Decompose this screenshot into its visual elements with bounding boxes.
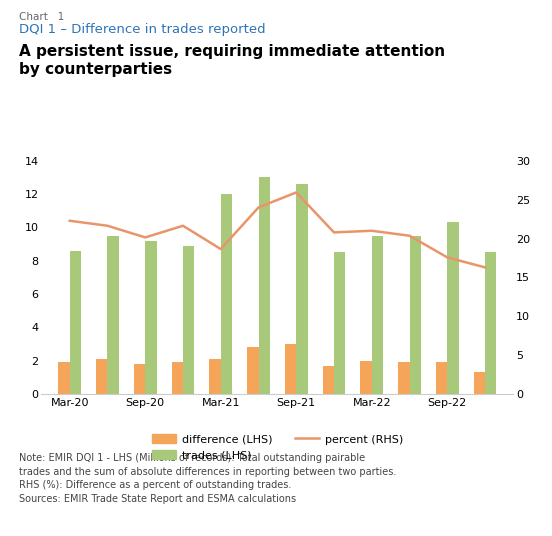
Bar xyxy=(474,373,485,394)
Bar xyxy=(398,362,410,394)
Bar xyxy=(436,362,447,394)
Bar xyxy=(323,366,334,394)
Bar xyxy=(334,252,346,394)
Bar xyxy=(372,236,383,394)
Bar xyxy=(183,245,194,394)
Bar xyxy=(145,241,157,394)
Text: A persistent issue, requiring immediate attention
by counterparties: A persistent issue, requiring immediate … xyxy=(19,44,445,77)
Bar xyxy=(485,252,496,394)
Bar xyxy=(108,236,119,394)
Legend: difference (LHS), trades (LHS), percent (RHS): difference (LHS), trades (LHS), percent … xyxy=(147,430,407,465)
Bar xyxy=(285,344,296,394)
Bar xyxy=(221,194,232,394)
Text: Chart   1: Chart 1 xyxy=(19,12,65,22)
Bar xyxy=(96,359,108,394)
Bar xyxy=(296,184,307,394)
Bar xyxy=(447,222,459,394)
Text: DQI 1 – Difference in trades reported: DQI 1 – Difference in trades reported xyxy=(19,23,266,35)
Bar xyxy=(59,362,70,394)
Bar xyxy=(172,362,183,394)
Bar xyxy=(258,177,270,394)
Bar xyxy=(247,347,258,394)
Bar xyxy=(410,236,421,394)
Text: Note: EMIR DQI 1 - LHS (Millions of records): Total outstanding pairable
trades : Note: EMIR DQI 1 - LHS (Millions of reco… xyxy=(19,453,397,504)
Bar xyxy=(209,359,221,394)
Bar xyxy=(360,361,372,394)
Bar xyxy=(134,364,145,394)
Bar xyxy=(70,251,81,394)
